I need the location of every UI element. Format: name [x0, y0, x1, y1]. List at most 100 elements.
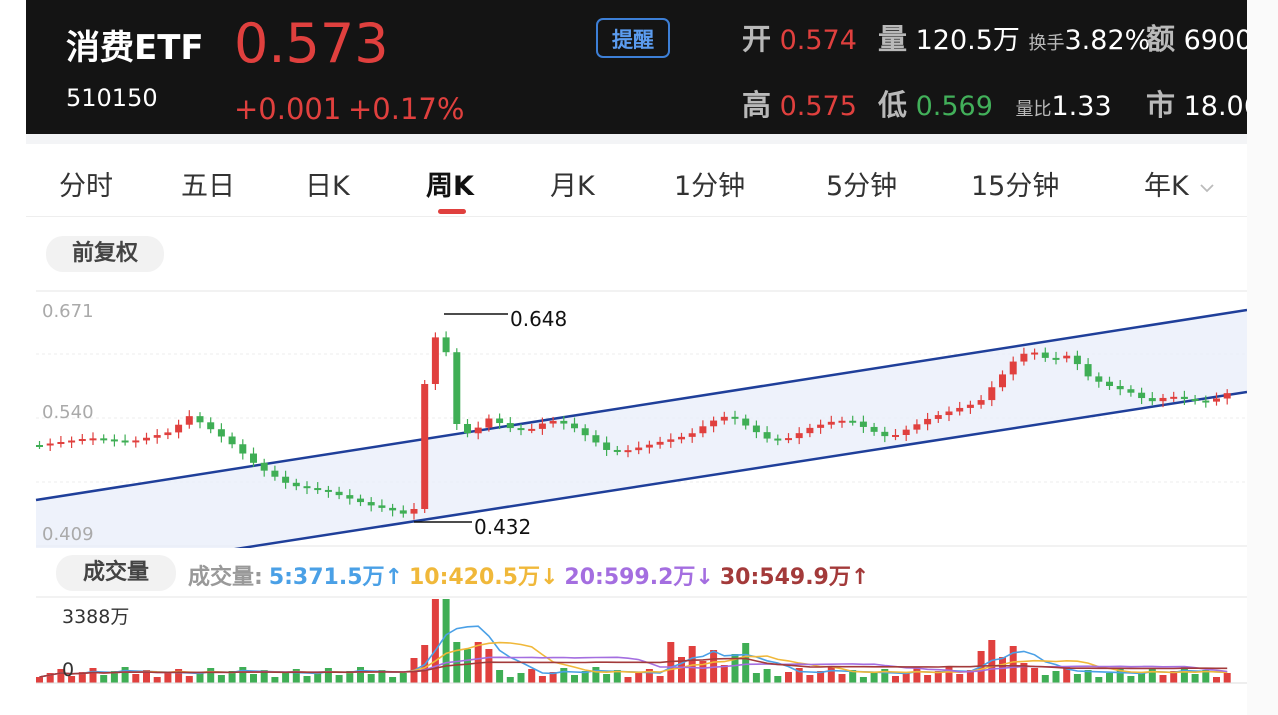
volume-bar — [720, 665, 728, 683]
price-change-pct: +0.17% — [348, 92, 465, 126]
candle — [1223, 393, 1231, 399]
tab-yearly-k[interactable]: 年K — [1144, 164, 1215, 203]
candle — [1073, 355, 1081, 365]
tab-15-minute[interactable]: 15分钟 — [971, 171, 1060, 202]
candle — [571, 423, 578, 429]
volume-bar — [36, 677, 43, 683]
adjust-button[interactable]: 前复权 — [46, 236, 164, 272]
candle — [57, 442, 65, 445]
candle — [892, 435, 899, 437]
volume-bar — [324, 668, 332, 683]
tab-five-day[interactable]: 五日 — [181, 171, 235, 202]
volume-bar — [431, 599, 439, 683]
volume-bar — [57, 669, 65, 683]
volume-bar — [1127, 676, 1135, 683]
candle — [1052, 357, 1060, 360]
volume-bar — [667, 642, 675, 683]
volume-bar — [731, 654, 739, 683]
tab-1-minute[interactable]: 1分钟 — [674, 171, 746, 202]
high-value: 0.575 — [779, 91, 857, 122]
candle — [1170, 396, 1178, 399]
ma30-arrow: ↑ — [850, 565, 870, 590]
candle — [924, 418, 932, 425]
tab-daily-k[interactable]: 日K — [305, 171, 350, 202]
amount-value: 6900 — [1183, 25, 1247, 56]
candles — [36, 331, 1231, 520]
volume-bar — [442, 599, 450, 683]
candle — [785, 438, 792, 441]
candle — [378, 505, 386, 508]
volume-bar — [399, 673, 407, 683]
candle — [635, 447, 643, 451]
volume-bar — [185, 676, 193, 683]
volume-bar — [827, 667, 835, 683]
volume-bar — [89, 668, 97, 683]
candle — [292, 482, 300, 487]
candle — [999, 374, 1006, 388]
volume-bar — [228, 671, 236, 683]
candle — [1063, 355, 1071, 359]
volume-bar — [870, 673, 878, 683]
candle — [89, 438, 97, 441]
alert-button[interactable]: 提醒 — [596, 18, 670, 58]
candle — [164, 432, 172, 436]
open-value: 0.574 — [779, 25, 857, 56]
volume-indicator-button[interactable]: 成交量 — [56, 555, 176, 591]
volume-bar — [838, 674, 846, 683]
ma20-value: 20:599.2万 — [564, 565, 696, 590]
volume-bar — [538, 676, 546, 683]
volume-bar — [217, 675, 225, 683]
candle — [763, 432, 771, 439]
volume-bar — [121, 667, 129, 683]
volume-bar — [1106, 673, 1113, 683]
stat-volume: 量 120.5万 换手3.82% — [878, 16, 1150, 58]
ma30-value: 30:549.9万 — [719, 565, 851, 590]
tab-5-minute[interactable]: 5分钟 — [826, 171, 898, 202]
candle — [431, 337, 439, 384]
tab-yearly-k-label: 年K — [1144, 171, 1189, 202]
candle — [485, 418, 493, 428]
volume-bar — [592, 667, 600, 683]
tab-intraday[interactable]: 分时 — [59, 171, 113, 202]
candle — [934, 415, 942, 419]
volume-bar — [517, 673, 525, 683]
tab-weekly-k[interactable]: 周K — [426, 171, 474, 202]
volume-bar — [945, 667, 953, 683]
volume-bar — [1095, 677, 1103, 683]
candle — [100, 438, 108, 441]
vol-ratio-value: 1.33 — [1051, 91, 1112, 122]
volume-bar — [271, 677, 279, 683]
volume-bar — [742, 643, 750, 683]
candle — [314, 488, 322, 491]
volume-bar — [196, 672, 204, 683]
last-price: 0.573 — [234, 12, 389, 75]
candle — [678, 436, 685, 440]
volume-bar — [1031, 668, 1039, 683]
app-window: 消费ETF 510150 0.573 +0.001 +0.17% 提醒 开 0.… — [26, 0, 1247, 715]
volume-ma30-line — [39, 657, 1228, 678]
volume-bar — [1213, 677, 1220, 683]
candle — [132, 440, 140, 443]
volume-bar — [656, 676, 664, 683]
stat-market: 市 18.06 — [1146, 82, 1247, 124]
candle — [560, 420, 568, 424]
volume-bar — [1138, 672, 1146, 683]
candle — [110, 439, 118, 442]
volume-bar — [635, 673, 643, 683]
candle — [1031, 352, 1039, 355]
candle — [357, 498, 364, 503]
candle — [988, 387, 996, 401]
volume-bar — [367, 674, 375, 683]
tab-monthly-k[interactable]: 月K — [550, 171, 595, 202]
volume-bar — [485, 649, 493, 683]
volume-bar — [282, 673, 290, 683]
candle — [239, 444, 247, 454]
volume-bar — [785, 672, 792, 683]
volume-bar — [849, 670, 857, 683]
volume-bar — [774, 676, 782, 683]
volume-max-label: 3388万 — [62, 606, 129, 628]
candle — [603, 442, 611, 450]
candle — [196, 416, 204, 423]
candle — [966, 404, 974, 408]
min-price-label: 0.432 — [474, 515, 531, 539]
